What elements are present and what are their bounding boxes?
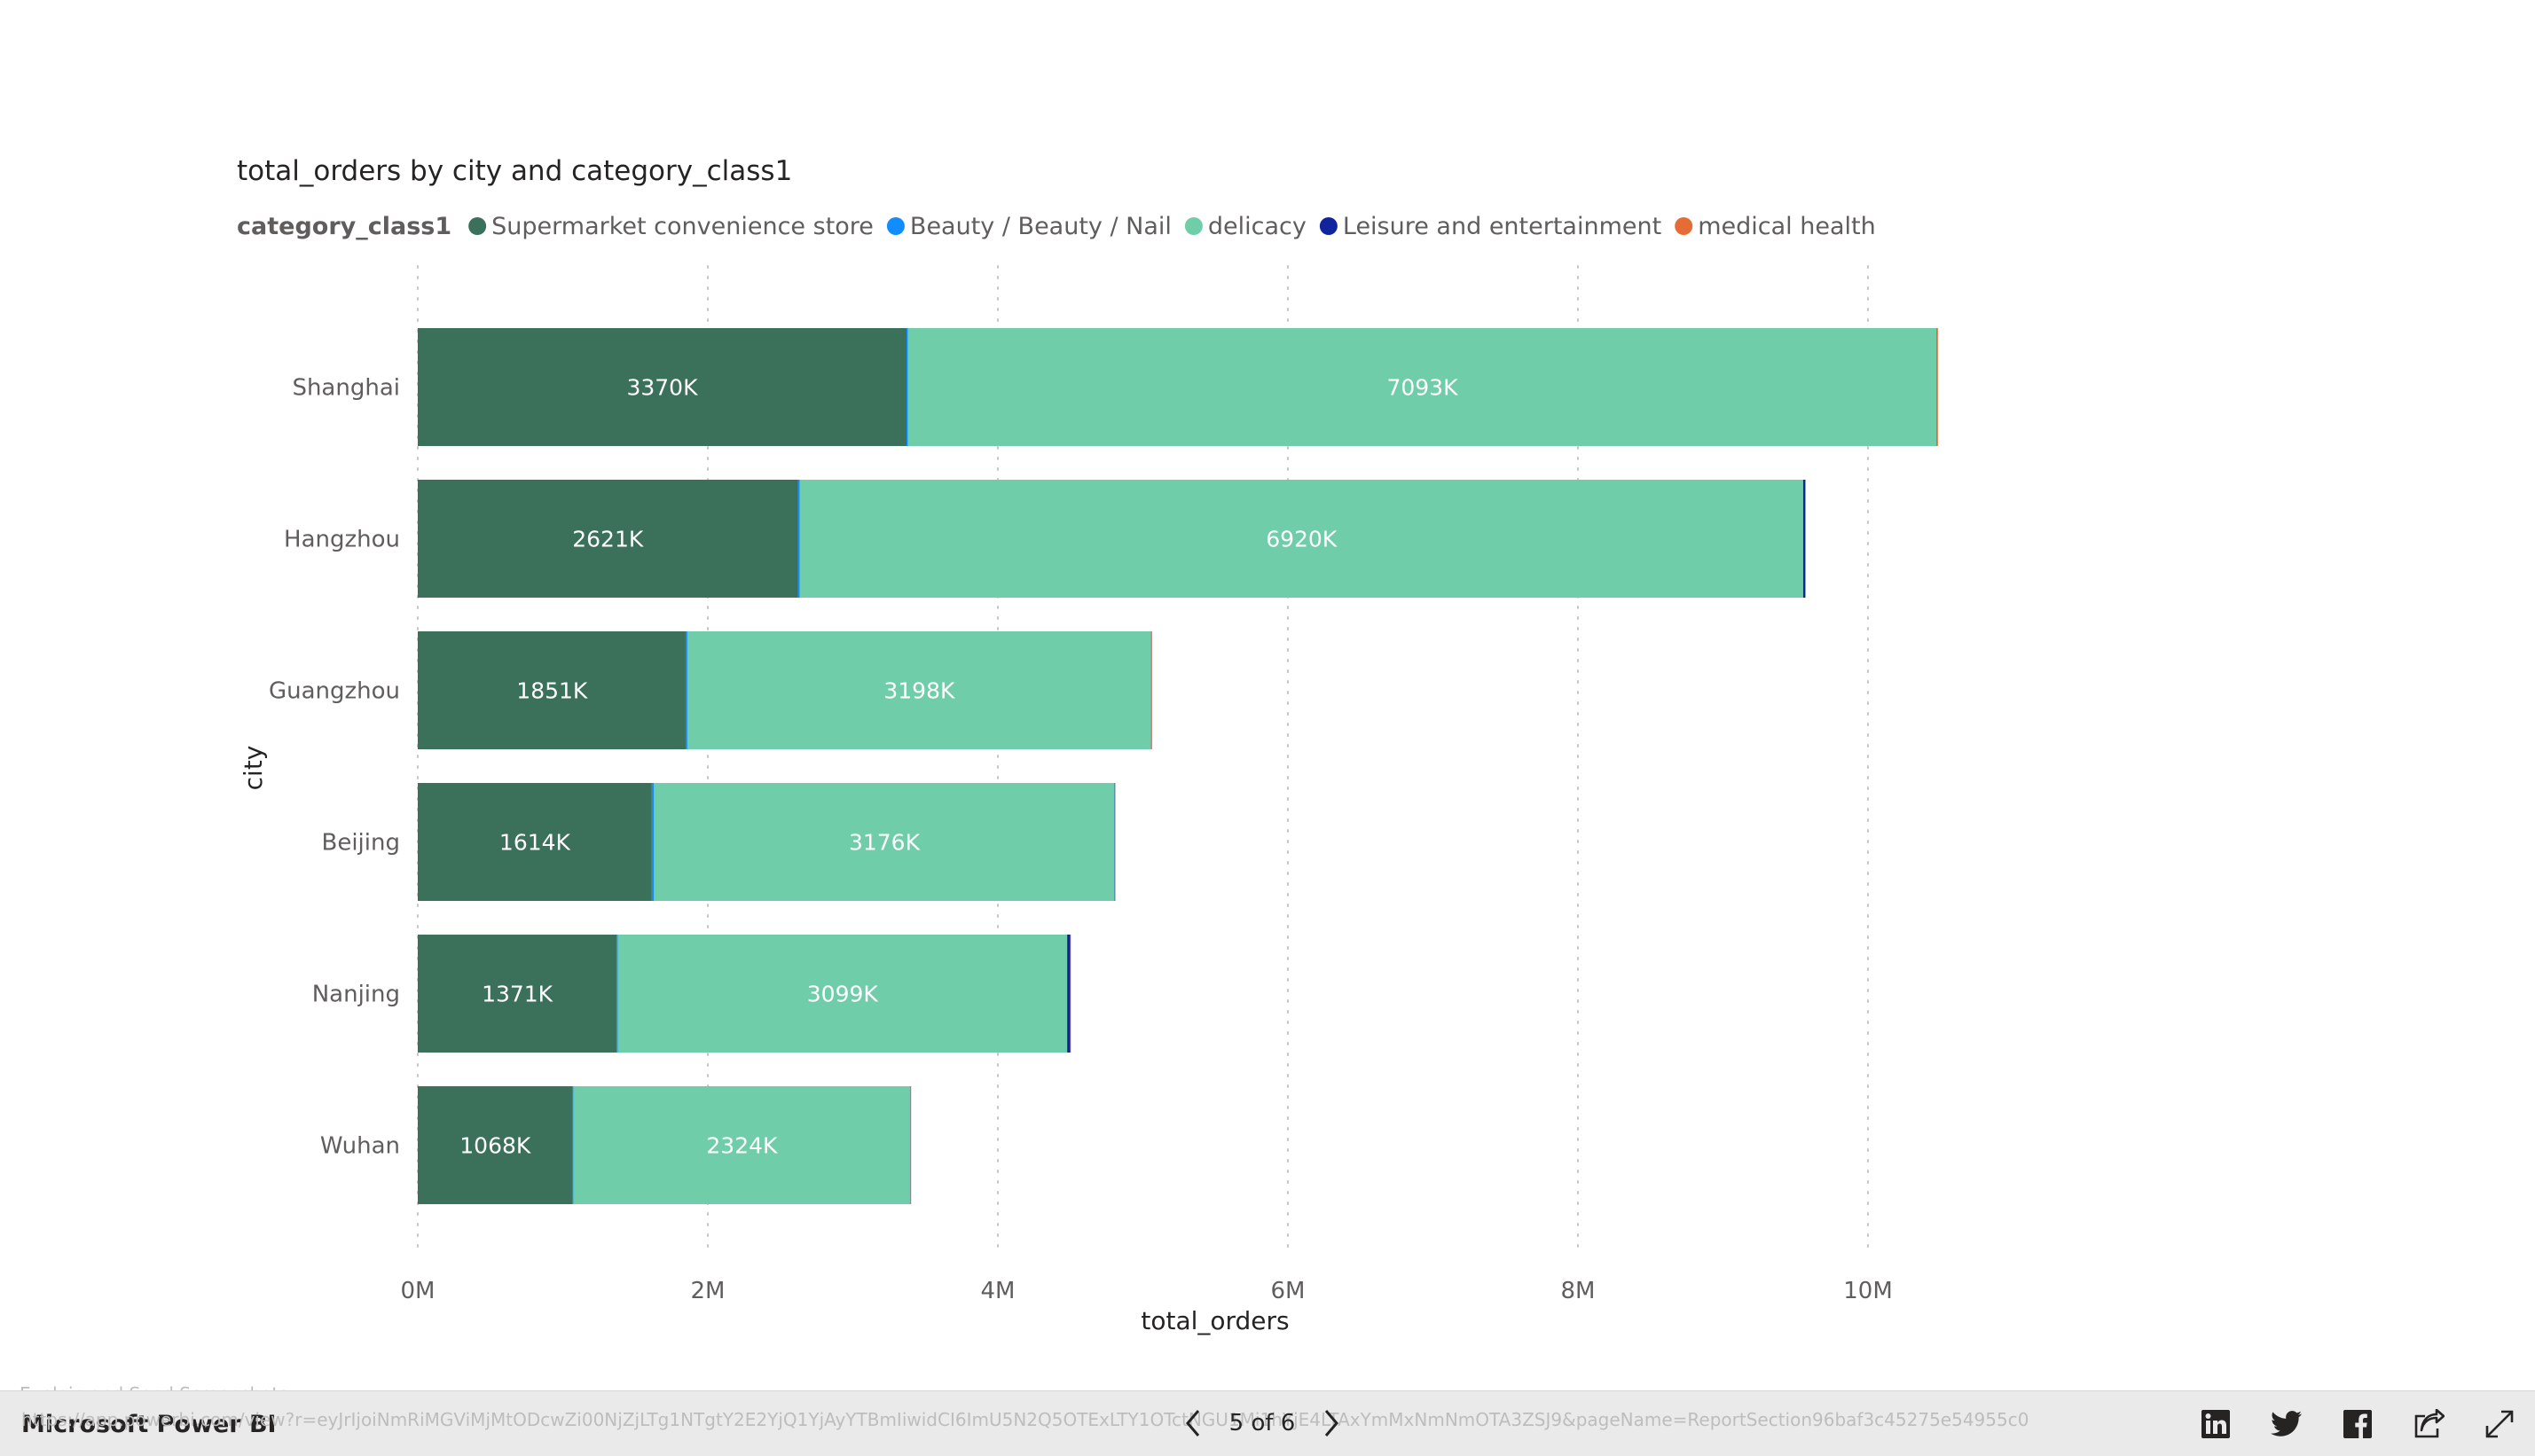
y-tick-label: Shanghai (292, 375, 400, 402)
bar-segment[interactable] (616, 935, 618, 1053)
bar-segment[interactable] (651, 783, 655, 901)
bar-segment[interactable] (572, 1086, 574, 1204)
next-page-button[interactable] (1318, 1405, 1345, 1441)
x-tick-label: 0M (401, 1278, 436, 1304)
page-navigator: 5 of 6 (1180, 1404, 1345, 1443)
bar-segment[interactable] (1150, 631, 1152, 749)
page-indicator: 5 of 6 (1228, 1410, 1296, 1436)
facebook-button[interactable] (2322, 1404, 2393, 1444)
bar-segment[interactable] (418, 783, 652, 901)
share-button[interactable] (2393, 1404, 2464, 1444)
bar-segment[interactable] (418, 480, 798, 598)
bar-segment[interactable] (418, 328, 906, 446)
linkedin-button[interactable] (2180, 1404, 2251, 1444)
data-label: 1371K (482, 982, 553, 1007)
data-label: 3176K (849, 830, 921, 856)
bar-segment[interactable] (906, 328, 908, 446)
data-label: 7093K (1386, 375, 1458, 401)
x-axis: 0M 2M 4M 6M 8M 10M (401, 1278, 1893, 1304)
facebook-icon (2343, 1410, 2372, 1438)
bar-segment[interactable] (1115, 783, 1116, 901)
bar-segment[interactable] (910, 1086, 911, 1204)
legend-marker (468, 217, 487, 235)
chevron-right-icon (1324, 1410, 1338, 1436)
bar-segment[interactable] (1151, 631, 1152, 749)
bar-segment[interactable] (687, 631, 1151, 749)
legend-marker (886, 217, 905, 235)
y-axis: Shanghai Hangzhou Guangzhou Beijing Nanjing W… (269, 375, 400, 1160)
legend-item-label[interactable]: delicacy (1208, 213, 1307, 240)
share-icon (2414, 1409, 2445, 1438)
previous-page-button[interactable] (1180, 1405, 1206, 1441)
data-label: 1068K (459, 1133, 531, 1159)
legend-marker (1184, 217, 1203, 235)
bar-segment[interactable] (797, 480, 800, 598)
bar-segment[interactable] (418, 935, 617, 1053)
legend-title: category_class1 (237, 213, 451, 240)
bar-segment[interactable] (1805, 480, 1806, 598)
bar-segment[interactable] (654, 783, 1115, 901)
y-tick-label: Guangzhou (269, 678, 400, 705)
bar-segment[interactable] (418, 1086, 573, 1204)
x-axis-title: total_orders (1141, 1306, 1289, 1335)
x-tick-label: 6M (1271, 1278, 1306, 1304)
legend-marker (1675, 217, 1693, 235)
stacked-bar-chart: total_orders by city and category_class1… (237, 155, 1938, 1335)
powerbi-brand-link[interactable]: Microsoft Power BI (21, 1411, 277, 1438)
bar-segment[interactable] (910, 1086, 912, 1204)
bar-segment[interactable] (418, 631, 687, 749)
footer-bar: Microsoft Power BI https://app.powerbi.c… (0, 1390, 2535, 1456)
linkedin-icon (2201, 1410, 2230, 1438)
bar-segment[interactable] (573, 1086, 911, 1204)
data-label: 2621K (572, 527, 644, 552)
x-tick-label: 8M (1561, 1278, 1596, 1304)
report-url-overlay: https://app.powerbi.com/view?r=eyJrIjoiN… (21, 1409, 2029, 1430)
y-tick-label: Wuhan (320, 1133, 400, 1160)
y-tick-label: Beijing (322, 830, 401, 857)
bar-segment[interactable] (1067, 935, 1071, 1053)
chevron-left-icon (1186, 1410, 1200, 1436)
y-tick-label: Nanjing (312, 982, 400, 1008)
bar-segment[interactable] (1802, 480, 1806, 598)
twitter-icon (2271, 1411, 2302, 1436)
twitter-button[interactable] (2251, 1404, 2322, 1444)
data-label: 3198K (883, 678, 955, 704)
data-label: 3370K (626, 375, 698, 401)
legend-marker (1319, 217, 1338, 235)
x-tick-label: 2M (691, 1278, 726, 1304)
legend: category_class1 Supermarket convenience … (237, 213, 1876, 240)
data-label: 6920K (1266, 527, 1338, 552)
chart-title: total_orders by city and category_class1 (237, 155, 792, 187)
legend-item-label[interactable]: medical health (1698, 213, 1876, 240)
bar-segment[interactable] (617, 935, 1068, 1053)
bar-segment[interactable] (1114, 783, 1116, 901)
bars: 3370K 7093K 2621K 6920K 1851K 3198K 1614K 3176K… (418, 328, 1938, 1204)
bar-segment[interactable] (1936, 328, 1938, 446)
bar-segment[interactable] (1936, 328, 1937, 446)
legend-item-label[interactable]: Beauty / Beauty / Nail (910, 213, 1172, 240)
y-tick-label: Hangzhou (284, 527, 400, 553)
bar-segment[interactable] (799, 480, 1803, 598)
data-label: 1851K (516, 678, 588, 704)
legend-item-label[interactable]: Leisure and entertainment (1343, 213, 1661, 240)
data-label: 2324K (706, 1133, 778, 1159)
data-label: 3099K (807, 982, 879, 1007)
y-axis-title: city (239, 746, 268, 791)
x-tick-label: 4M (981, 1278, 1016, 1304)
legend-item-label[interactable]: Supermarket convenience store (491, 213, 874, 240)
bar-segment[interactable] (907, 328, 1937, 446)
share-toolbar (2180, 1404, 2535, 1444)
fullscreen-icon (2485, 1410, 2514, 1438)
fullscreen-button[interactable] (2464, 1404, 2535, 1444)
x-tick-label: 10M (1843, 1278, 1893, 1304)
data-label: 1614K (499, 830, 571, 856)
